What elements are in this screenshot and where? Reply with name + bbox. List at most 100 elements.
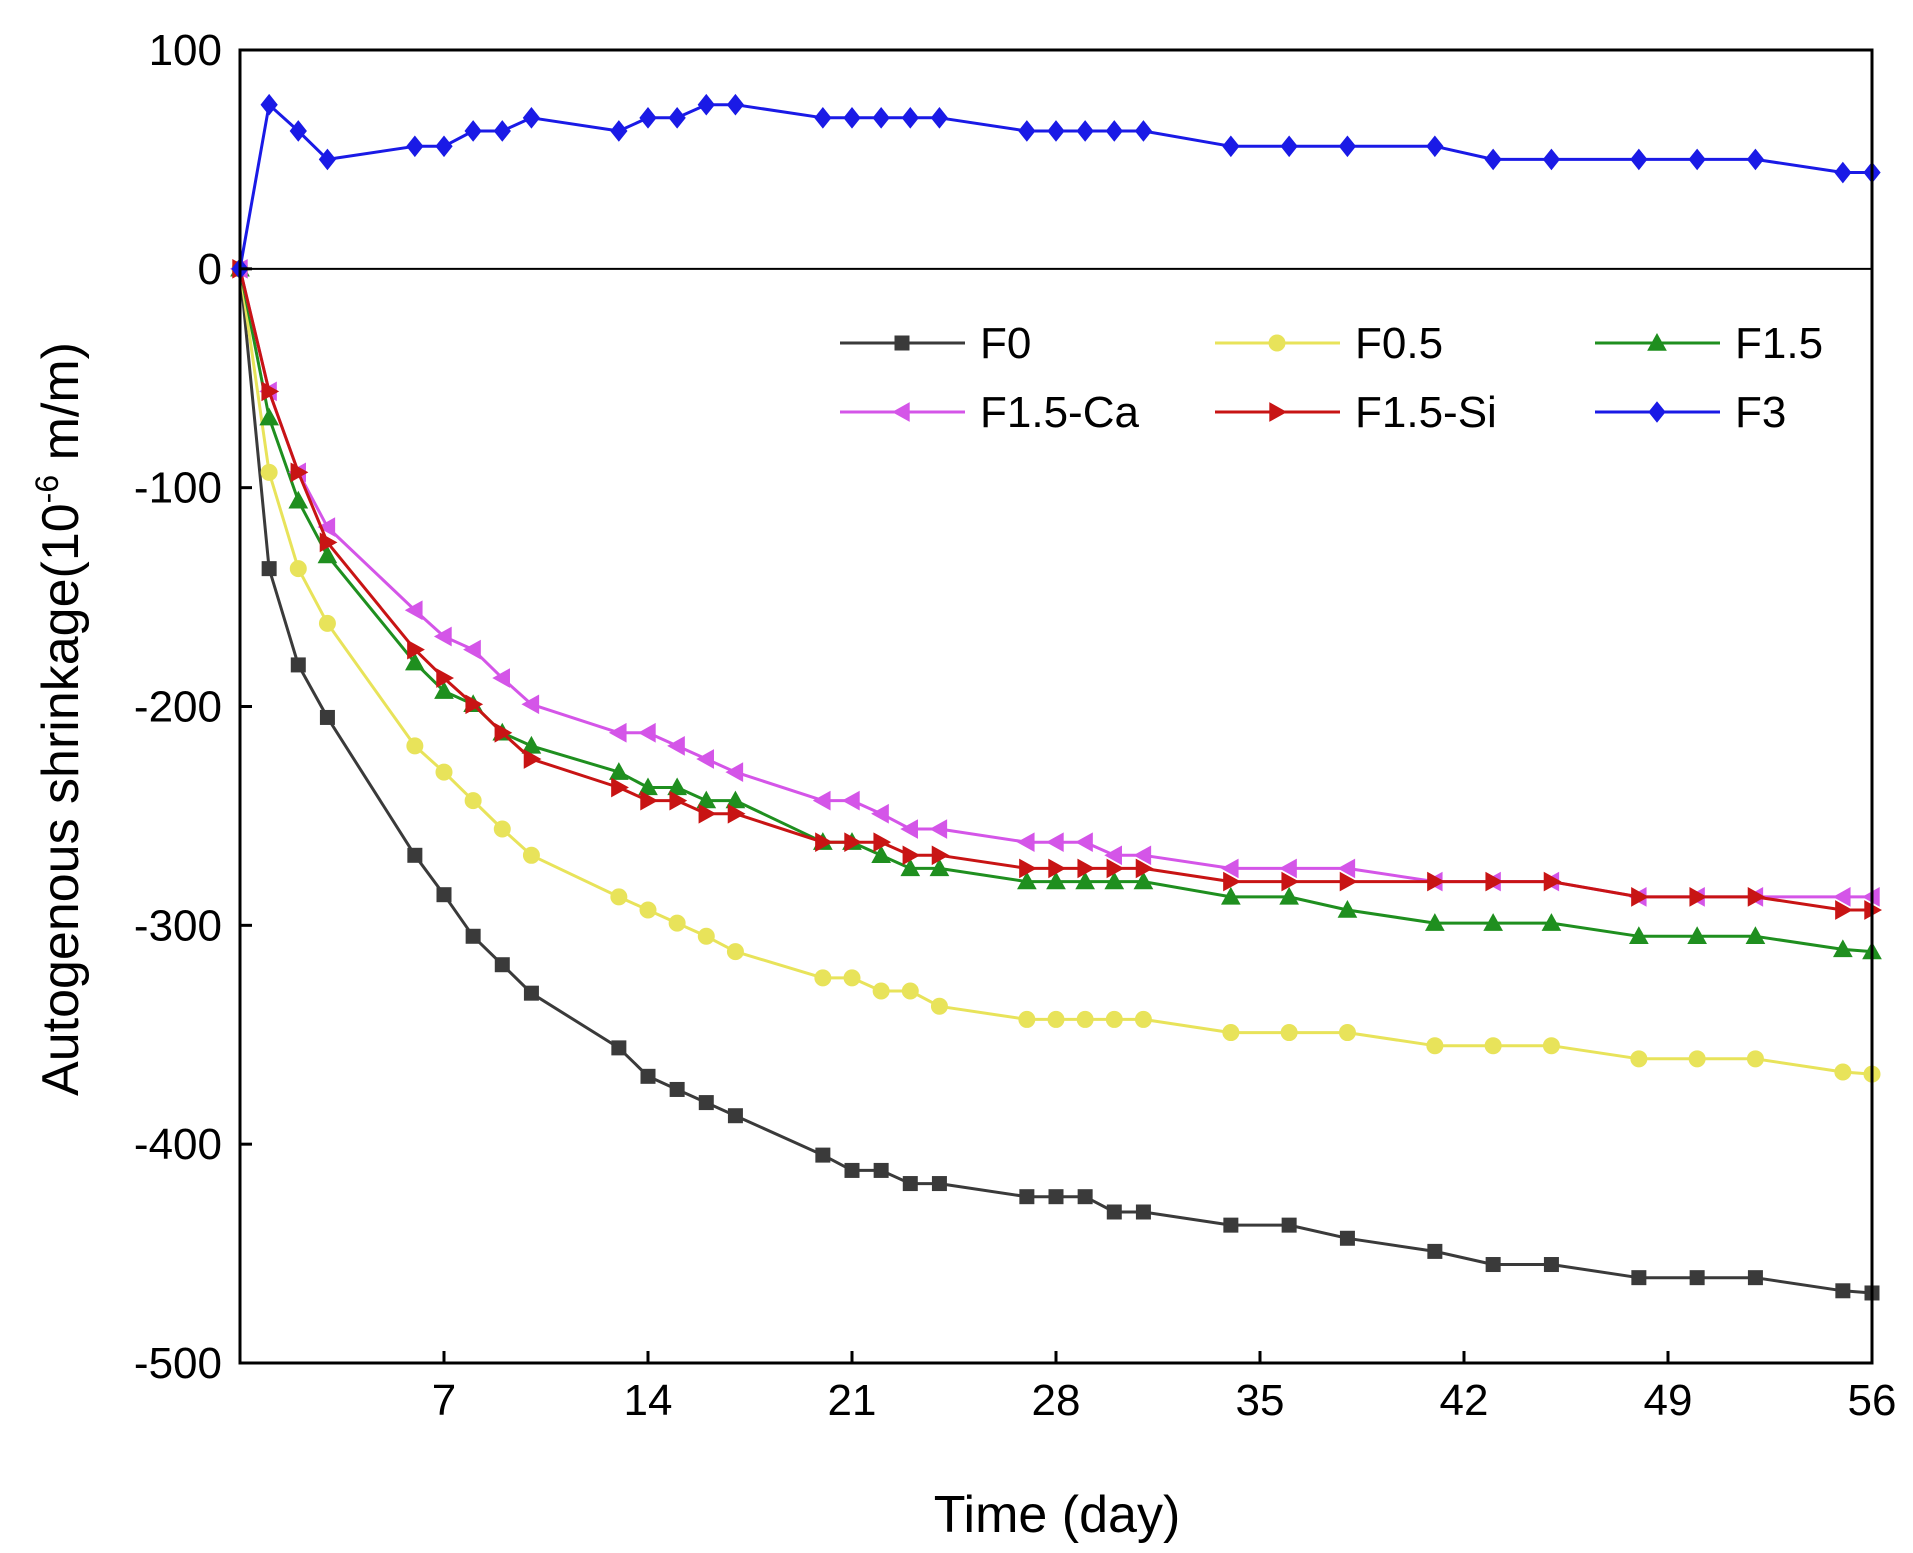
data-point-f1-5-5 <box>434 681 454 699</box>
data-point-f0-24 <box>1223 1217 1239 1233</box>
data-point-f1-5-27 <box>1425 913 1445 931</box>
data-point-f0-3 <box>319 709 335 725</box>
data-point-f3-29 <box>1542 148 1561 171</box>
legend-swatch-marker <box>1647 332 1667 351</box>
y-tick-label: 0 <box>198 245 222 294</box>
y-tick-label: -100 <box>134 464 222 513</box>
data-point-f0-30 <box>1631 1270 1647 1286</box>
series-line-f1-5 <box>238 268 1873 954</box>
legend-item-f0: F0 <box>840 319 1031 368</box>
data-point-f0-5-24 <box>1222 1024 1240 1042</box>
data-point-f0-5-20 <box>1047 1010 1065 1028</box>
data-point-f1-5-si-5 <box>436 668 455 688</box>
data-point-f0-19 <box>1019 1189 1035 1205</box>
data-point-f0-5-2 <box>289 560 307 578</box>
data-point-f3-17 <box>901 107 919 129</box>
legend-item-f1-5-si: F1.5-Si <box>1215 388 1497 437</box>
data-point-f0-4 <box>407 847 423 863</box>
data-point-f1-5-si-29 <box>1543 871 1562 892</box>
data-point-f1-5-24 <box>1221 886 1241 905</box>
data-point-f1-5-si-33 <box>1835 900 1853 920</box>
data-point-f1-5-si-30 <box>1631 887 1649 907</box>
data-point-f1-5-si-19 <box>1019 858 1037 879</box>
data-point-f1-5-si-12 <box>698 803 717 824</box>
data-point-f1-5-10 <box>638 777 658 796</box>
data-point-f1-5-ca-6 <box>463 639 481 660</box>
data-point-f0-27 <box>1427 1243 1443 1259</box>
data-point-f1-5-si-27 <box>1427 871 1445 892</box>
data-point-f0-32 <box>1747 1270 1763 1286</box>
data-point-f1-5-ca-23 <box>1133 845 1152 866</box>
data-point-f1-5-si-31 <box>1689 887 1708 907</box>
data-point-f0-5-7 <box>493 820 511 838</box>
data-point-f1-5-si-11 <box>669 790 688 811</box>
data-point-f0-17 <box>902 1176 918 1192</box>
data-point-f0-9 <box>611 1040 627 1056</box>
data-point-f1-5-ca-13 <box>725 762 744 782</box>
data-point-f3-6 <box>464 120 482 142</box>
data-point-f1-5-2 <box>288 490 309 509</box>
series-line-f1-5-ca <box>238 268 1872 899</box>
data-point-f3-10 <box>639 107 657 129</box>
data-point-f1-5-ca-33 <box>1832 887 1851 907</box>
x-tick-label: 7 <box>432 1376 456 1425</box>
data-point-f1-5-8 <box>521 735 542 754</box>
data-point-f0-5-32 <box>1746 1050 1764 1068</box>
data-point-f1-5-30 <box>1629 926 1649 944</box>
data-point-f1-5-31 <box>1687 926 1707 944</box>
data-point-f0-8 <box>523 985 539 1001</box>
legend-item-f3: F3 <box>1595 388 1786 437</box>
data-point-f0-20 <box>1048 1189 1064 1205</box>
data-point-f1-5-si-4 <box>407 639 425 660</box>
series-f1-5 <box>230 258 1882 960</box>
data-point-f0-5-33 <box>1834 1063 1852 1081</box>
legend-label: F1.5-Ca <box>980 388 1139 437</box>
data-point-f1-5-ca-17 <box>900 819 918 839</box>
data-point-f1-5-si-26 <box>1339 871 1358 892</box>
data-point-f0-5-12 <box>697 927 715 945</box>
data-point-f1-5-ca-3 <box>317 517 336 537</box>
x-tick-label: 56 <box>1848 1376 1897 1425</box>
data-point-f0-5-26 <box>1338 1024 1356 1042</box>
data-point-f0-16 <box>873 1162 889 1178</box>
data-point-f0-18 <box>931 1176 947 1192</box>
data-point-f3-2 <box>289 120 307 142</box>
legend: F0 F0.5 F1.5 F1.5-Ca F1.5-Si F3 <box>840 319 1823 437</box>
data-point-f1-5-29 <box>1541 913 1562 931</box>
data-point-f1-5-ca-24 <box>1220 858 1239 879</box>
data-point-f1-5-ca-22 <box>1104 845 1122 866</box>
data-point-f1-5-ca-15 <box>841 790 860 811</box>
data-point-f0-14 <box>815 1147 831 1163</box>
legend-label: F1.5 <box>1735 319 1823 368</box>
data-point-f0-5-3 <box>318 614 336 632</box>
data-point-f1-5-si-21 <box>1077 858 1096 879</box>
data-point-f0-25 <box>1281 1217 1297 1233</box>
plot-frame <box>238 48 1874 1365</box>
data-point-f0-5-17 <box>901 982 919 1000</box>
data-point-f0-11 <box>669 1081 685 1097</box>
data-point-f3-16 <box>872 107 890 129</box>
data-point-f1-5-21 <box>1075 871 1095 890</box>
data-point-f0-5-5 <box>435 763 453 781</box>
data-point-f1-5-26 <box>1337 899 1358 918</box>
y-tick-label: -300 <box>134 901 222 950</box>
data-point-f1-5-19 <box>1017 871 1037 890</box>
series-f0 <box>232 261 1880 1301</box>
data-point-f3-32 <box>1746 148 1765 171</box>
data-point-f1-5-ca-21 <box>1075 832 1093 853</box>
data-point-f1-5-25 <box>1279 886 1299 905</box>
data-point-f3-26 <box>1338 135 1357 158</box>
data-point-f1-5-si-15 <box>844 832 863 853</box>
data-point-f3-33 <box>1834 161 1852 184</box>
data-point-f1-5-si-1 <box>261 381 280 402</box>
data-point-f1-5-ca-9 <box>608 722 627 743</box>
legend-label: F0 <box>980 319 1031 368</box>
data-point-f3-27 <box>1426 135 1444 158</box>
data-point-f0-31 <box>1689 1270 1705 1286</box>
legend-swatch-marker <box>1268 334 1286 352</box>
legend-swatch-marker <box>891 402 910 422</box>
data-point-f1-5-ca-20 <box>1045 832 1064 853</box>
data-point-f1-5-si-23 <box>1135 858 1154 879</box>
data-point-f1-5-4 <box>405 652 425 671</box>
data-point-f1-5-22 <box>1104 871 1125 890</box>
